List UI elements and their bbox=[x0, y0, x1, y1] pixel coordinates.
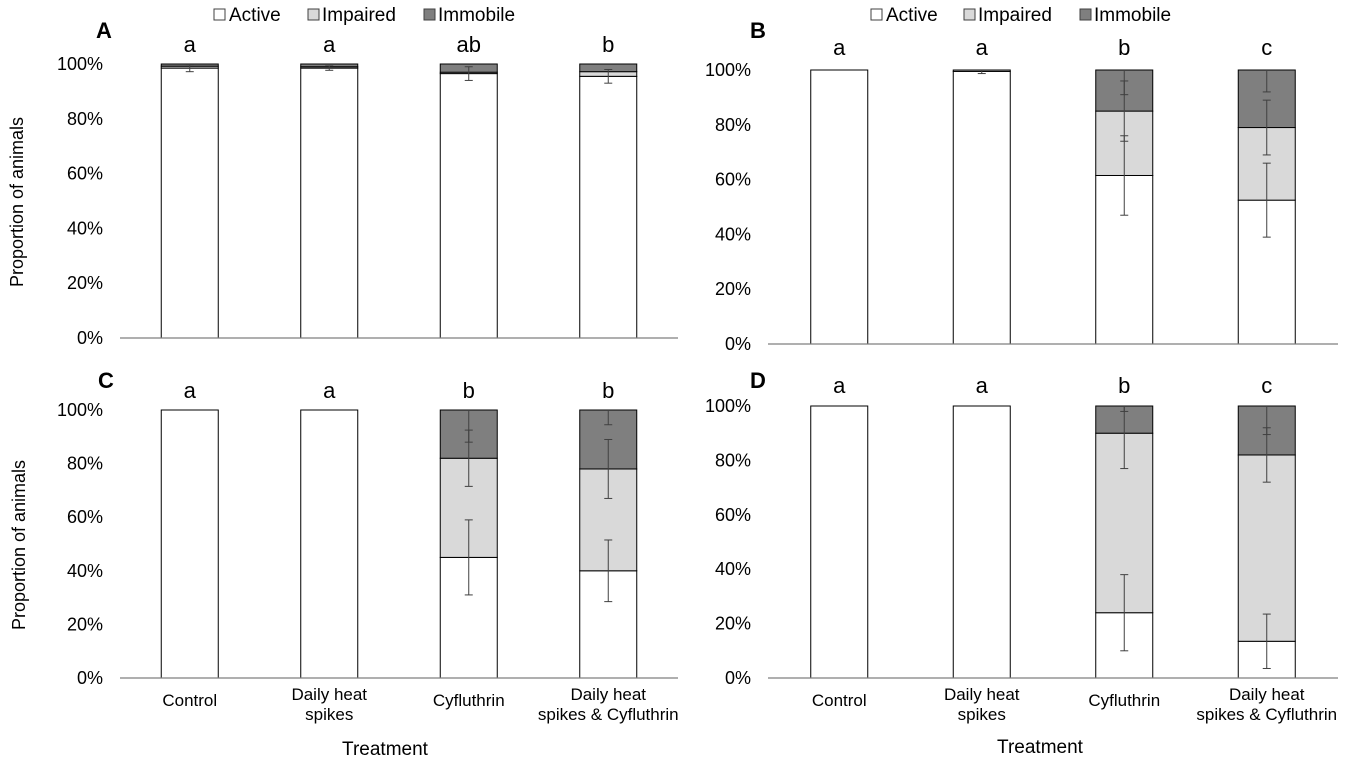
x-tick-label: Daily heat spikes bbox=[291, 685, 367, 724]
bar-segment-impaired bbox=[1237, 454, 1296, 642]
panel-b-plot: 0% 20% 40% 60% 80% 100% a a b c bbox=[705, 35, 1338, 354]
bar-segment-active bbox=[439, 73, 498, 339]
significance-letter: a bbox=[976, 35, 989, 60]
significance-letter: b bbox=[1118, 373, 1130, 398]
panel-c-label: C bbox=[98, 368, 114, 393]
significance-letter: a bbox=[976, 373, 989, 398]
panel-a: A Active Impaired Immobile Proportion of… bbox=[7, 5, 678, 348]
y-tick-label: 0% bbox=[77, 328, 103, 348]
bar-segment-active bbox=[952, 70, 1011, 345]
x-tick-label: Daily heat spikes bbox=[944, 685, 1020, 724]
legend-impaired-swatch bbox=[307, 8, 320, 21]
legend-immobile-label: Immobile bbox=[1094, 5, 1171, 26]
x-tick-label: Control bbox=[812, 691, 867, 710]
y-tick-label: 100% bbox=[57, 400, 103, 420]
significance-letter: b bbox=[1118, 35, 1130, 60]
significance-letter: b bbox=[463, 378, 475, 403]
legend-immobile-label: Immobile bbox=[438, 5, 515, 26]
bar-segment-active bbox=[952, 405, 1011, 679]
significance-letter: ab bbox=[457, 32, 481, 57]
y-tick-label: 20% bbox=[67, 273, 103, 293]
panel-c: C Proportion of animals 0% 20% 40% 60% 80% 10… bbox=[9, 368, 679, 760]
bar-segment-active bbox=[810, 69, 869, 345]
y-tick-label: 80% bbox=[715, 115, 751, 135]
y-tick-label: 40% bbox=[715, 559, 751, 579]
significance-letter: a bbox=[184, 378, 197, 403]
significance-letter: a bbox=[833, 373, 846, 398]
y-tick-label: 100% bbox=[57, 54, 103, 74]
y-tick-label: 80% bbox=[67, 454, 103, 474]
y-tick-label: 20% bbox=[715, 279, 751, 299]
y-tick-label: 100% bbox=[705, 396, 751, 416]
x-tick-label: Daily heat spikes & Cyfluthrin bbox=[1196, 685, 1337, 724]
significance-letter: a bbox=[833, 35, 846, 60]
y-tick-label: 80% bbox=[715, 450, 751, 470]
legend-active-label: Active bbox=[229, 5, 281, 26]
y-tick-label: 20% bbox=[715, 614, 751, 634]
legend-impaired-swatch bbox=[963, 8, 976, 21]
legend-immobile-swatch bbox=[1079, 8, 1092, 21]
panel-c-x-axis-title: Treatment bbox=[342, 739, 429, 760]
bar-segment-active bbox=[300, 409, 359, 679]
y-tick-label: 100% bbox=[705, 60, 751, 80]
significance-letter: a bbox=[323, 378, 336, 403]
legend-immobile-swatch bbox=[423, 8, 436, 21]
x-tick-label: Daily heat spikes & Cyfluthrin bbox=[538, 685, 679, 724]
panel-a-y-axis-title: Proportion of animals bbox=[7, 117, 27, 287]
panel-a-plot: 0% 20% 40% 60% 80% 100% a a ab b bbox=[57, 32, 678, 348]
panel-b-label: B bbox=[750, 18, 766, 43]
y-tick-label: 60% bbox=[67, 164, 103, 184]
significance-letter: a bbox=[323, 32, 336, 57]
y-tick-label: 0% bbox=[77, 668, 103, 688]
significance-letter: a bbox=[184, 32, 197, 57]
bar-segment-active bbox=[579, 75, 638, 339]
y-tick-label: 80% bbox=[67, 109, 103, 129]
bar-segment-active bbox=[160, 67, 219, 339]
legend-impaired-label: Impaired bbox=[322, 5, 396, 26]
x-tick-label: Control bbox=[162, 691, 217, 710]
y-tick-label: 60% bbox=[67, 507, 103, 527]
y-tick-label: 40% bbox=[67, 218, 103, 238]
legend-active-label: Active bbox=[886, 5, 938, 26]
legend-active-swatch bbox=[213, 8, 226, 21]
panel-a-legend: Active Impaired Immobile bbox=[213, 5, 515, 26]
x-tick-label: Cyfluthrin bbox=[433, 691, 505, 710]
panel-b: B Active Impaired Immobile 0% 20% 40% 60% 80… bbox=[705, 5, 1338, 354]
y-tick-label: 40% bbox=[715, 224, 751, 244]
bar-segment-active bbox=[810, 405, 869, 679]
y-tick-label: 20% bbox=[67, 614, 103, 634]
bar-segment-active bbox=[160, 409, 219, 679]
panel-d-label: D bbox=[750, 368, 766, 393]
significance-letter: b bbox=[602, 378, 614, 403]
bar-segment-active bbox=[300, 67, 359, 339]
significance-letter: b bbox=[602, 32, 614, 57]
y-tick-label: 60% bbox=[715, 505, 751, 525]
legend-active-swatch bbox=[870, 8, 883, 21]
panel-d-x-axis-title: Treatment bbox=[997, 737, 1084, 758]
x-tick-label: Cyfluthrin bbox=[1088, 691, 1160, 710]
significance-letter: c bbox=[1261, 35, 1272, 60]
y-tick-label: 0% bbox=[725, 668, 751, 688]
panel-c-plot: 0% 20% 40% 60% 80% 100% a Control a Daily heat spi… bbox=[57, 378, 679, 724]
panel-d: D 0% 20% 40% 60% 80% 100% a Control a Daily heat s… bbox=[705, 368, 1338, 758]
panel-c-y-axis-title: Proportion of animals bbox=[9, 460, 29, 630]
panel-a-label: A bbox=[96, 18, 112, 43]
y-tick-label: 60% bbox=[715, 170, 751, 190]
significance-letter: c bbox=[1261, 373, 1272, 398]
y-tick-label: 40% bbox=[67, 561, 103, 581]
panel-d-plot: 0% 20% 40% 60% 80% 100% a Control a Daily heat spi… bbox=[705, 373, 1338, 724]
panel-b-legend: Active Impaired Immobile bbox=[870, 5, 1171, 26]
legend-impaired-label: Impaired bbox=[978, 5, 1052, 26]
y-tick-label: 0% bbox=[725, 334, 751, 354]
